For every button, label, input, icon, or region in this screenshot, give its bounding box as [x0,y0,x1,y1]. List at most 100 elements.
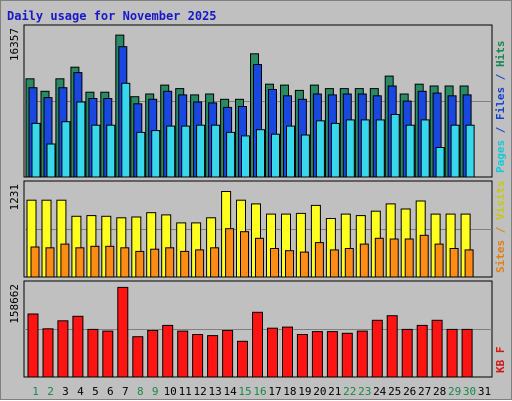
y-max-label-kbytes: 158662 [8,284,21,324]
day-label-13: 13 [208,385,221,398]
bar-kbytes-kb-f-day-1 [27,313,39,378]
day-label-25: 25 [388,385,401,398]
day-label-28: 28 [433,385,446,398]
day-label-24: 24 [373,385,387,398]
day-label-19: 19 [298,385,311,398]
bar-visits-sites-day-23 [359,243,369,278]
bar-hits-pages-day-22 [345,119,355,178]
bar-visits-sites-day-24 [374,237,384,278]
bar-hits-pages-day-12 [196,124,206,178]
bar-visits-sites-day-25 [389,238,399,278]
side-legend-part: / [494,220,507,240]
day-label-23: 23 [358,385,371,398]
day-label-12: 12 [193,385,206,398]
side-legend-part: Sites [494,240,507,273]
bar-hits-pages-day-11 [181,125,191,178]
chart-title: Daily usage for November 2025 [7,9,217,23]
y-max-label-visits: 1231 [8,184,21,211]
bar-kbytes-kb-f-day-15 [237,340,248,378]
y-max-label-hits: 16357 [8,28,21,61]
side-legend-part: Pages [494,140,507,173]
day-label-22: 22 [343,385,356,398]
bar-hits-pages-day-29 [450,124,460,178]
bar-kbytes-kb-f-day-19 [296,334,308,378]
day-label-20: 20 [313,385,326,398]
bar-kbytes-kb-f-day-12 [192,334,204,378]
bar-hits-pages-day-18 [286,125,295,178]
bar-kbytes-kb-f-day-11 [177,330,189,378]
panel-visits: 1231 Sites / Visits [8,180,507,278]
day-label-27: 27 [418,385,431,398]
side-legend-part: KB F [494,347,507,374]
bar-hits-pages-day-14 [226,131,236,178]
bar-hits-pages-day-28 [435,147,445,178]
day-label-1: 1 [32,385,39,398]
bar-hits-pages-day-27 [420,119,430,178]
bar-kbytes-kb-f-day-7 [117,286,129,378]
bar-hits-pages-day-24 [375,119,385,178]
bar-hits-pages-day-6 [106,124,116,178]
bar-visits-sites-day-26 [404,238,414,278]
bar-hits-pages-day-16 [256,129,265,178]
bar-visits-sites-day-4 [75,247,85,278]
day-label-17: 17 [268,385,281,398]
bar-visits-sites-day-16 [255,237,264,278]
side-legend-hits: Pages / Files / Hits [494,41,507,174]
side-legend-visits: Sites / Visits [494,180,507,273]
bar-kbytes-kb-f-day-29 [446,328,458,378]
bar-visits-sites-day-18 [285,250,294,278]
day-labels: 1 2 3 4 5 6 7 8 9 10 11 12 13 14 15 16 17 18 19 20 21 22 23 24 2… [32,385,491,398]
bar-visits-sites-day-6 [105,245,115,278]
bar-visits-sites-day-14 [225,228,235,278]
bar-visits-sites-day-13 [210,247,220,278]
bar-kbytes-kb-f-day-22 [341,332,353,378]
bar-visits-sites-day-30 [464,249,474,278]
bar-hits-pages-day-20 [315,120,325,178]
day-label-18: 18 [283,385,296,398]
bar-hits-pages-day-9 [151,130,161,178]
bar-hits-pages-day-19 [300,134,310,178]
day-label-15: 15 [238,385,251,398]
bar-visits-sites-day-15 [240,231,249,278]
bar-hits-pages-day-5 [91,124,101,178]
bar-kbytes-kb-f-day-3 [57,320,69,378]
bar-hits-pages-day-13 [211,124,221,178]
bar-visits-sites-day-28 [434,243,444,278]
day-label-3: 3 [62,385,69,398]
day-label-29: 29 [448,385,461,398]
bar-kbytes-kb-f-day-25 [386,315,398,378]
bar-kbytes-kb-f-day-16 [252,311,263,378]
bar-visits-sites-day-2 [45,247,55,278]
day-label-31: 31 [478,385,491,398]
side-legend-part: Files [494,87,507,120]
bar-hits-pages-day-3 [61,121,71,178]
day-label-14: 14 [223,385,237,398]
bar-visits-sites-day-11 [180,250,190,278]
side-legend-kbytes: KB F [494,347,507,374]
bar-visits-sites-day-7 [120,247,130,278]
day-label-21: 21 [328,385,341,398]
bar-hits-pages-day-17 [271,133,280,178]
bar-kbytes-kb-f-day-9 [147,330,159,378]
day-label-4: 4 [77,385,84,398]
bar-hits-pages-day-21 [330,122,340,178]
bar-kbytes-kb-f-day-17 [267,327,278,378]
panel-hits: 16357 Pages / Files / Hits [8,24,507,178]
bar-kbytes-kb-f-day-18 [282,326,293,378]
bar-hits-pages-day-2 [46,143,56,178]
bar-hits-pages-day-7 [121,82,131,178]
bar-hits-pages-day-30 [465,124,475,178]
bar-kbytes-kb-f-day-2 [42,328,54,378]
bar-kbytes-kb-f-day-28 [431,319,443,378]
side-legend-part: Visits [494,180,507,220]
day-label-7: 7 [122,385,129,398]
bar-visits-sites-day-19 [299,251,309,278]
bar-visits-sites-day-17 [270,248,279,278]
bar-visits-sites-day-9 [150,248,160,278]
day-label-2: 2 [47,385,54,398]
bar-hits-pages-day-15 [241,135,250,178]
day-label-16: 16 [253,385,266,398]
bar-visits-sites-day-3 [60,243,70,278]
day-label-10: 10 [164,385,177,398]
